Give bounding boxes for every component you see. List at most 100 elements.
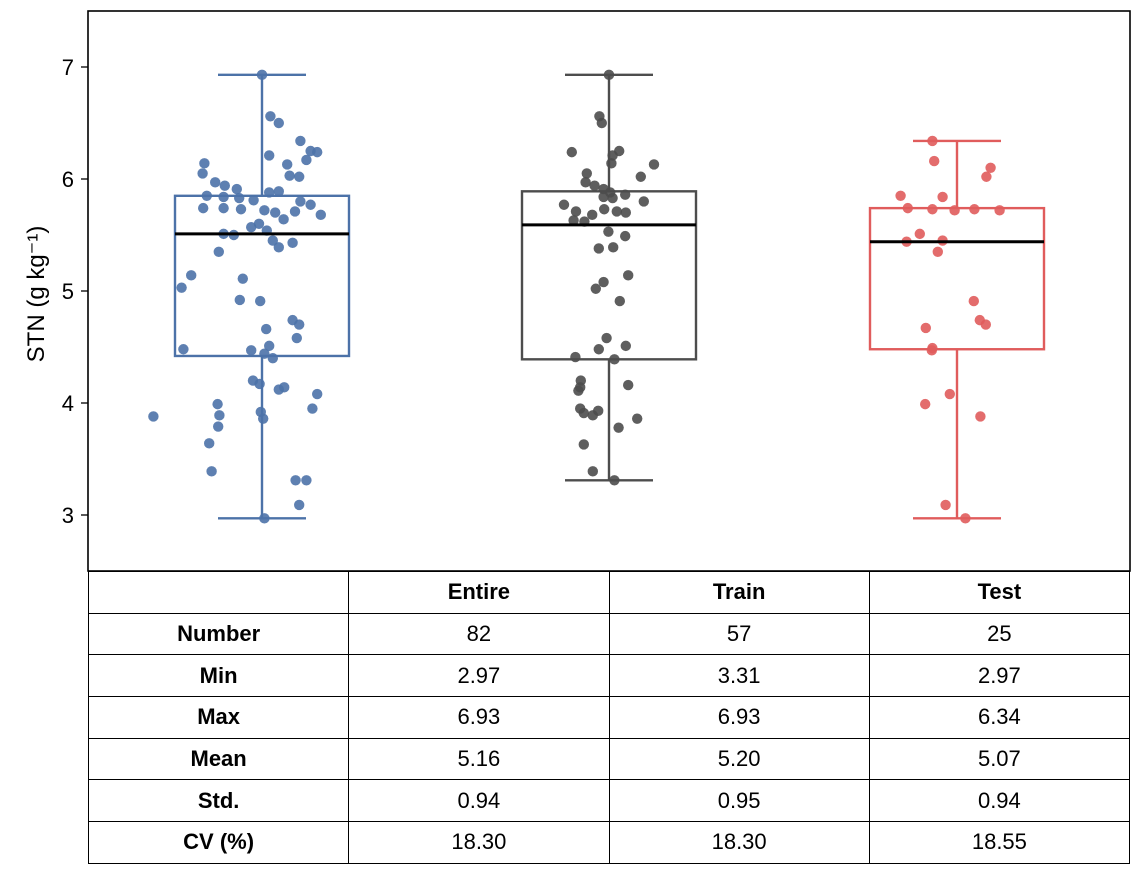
data-point — [635, 171, 646, 182]
table-corner — [87, 571, 350, 614]
data-point — [294, 319, 305, 330]
table-cell: 82 — [348, 612, 610, 656]
data-point — [613, 422, 624, 433]
data-point — [589, 180, 600, 191]
data-point — [258, 413, 269, 424]
data-point — [920, 398, 931, 410]
statistics-table: Entire Train Test Number 82 57 25 Min 2.97 3.3… — [87, 571, 1131, 864]
data-point — [246, 221, 257, 233]
data-point — [198, 202, 209, 214]
data-point — [201, 190, 212, 201]
data-point — [568, 215, 579, 226]
data-point — [937, 191, 948, 203]
data-point — [301, 154, 312, 166]
data-point — [267, 353, 278, 364]
data-point — [620, 340, 631, 352]
data-point — [940, 499, 951, 511]
data-point — [315, 209, 326, 221]
table-cell: 0.94 — [348, 779, 610, 823]
data-point — [581, 168, 592, 179]
data-point — [254, 378, 265, 390]
data-point — [620, 189, 631, 200]
data-point — [234, 192, 245, 204]
data-point — [218, 191, 229, 203]
data-point — [218, 202, 229, 214]
data-point — [213, 246, 224, 257]
data-point — [558, 199, 570, 210]
table-cell: 18.55 — [868, 821, 1131, 864]
table-cell: 2.97 — [348, 654, 610, 698]
data-point — [570, 206, 582, 217]
data-point — [312, 388, 323, 400]
data-point — [259, 205, 270, 216]
data-point — [566, 146, 577, 158]
row-label: Std. — [87, 779, 350, 823]
data-point — [204, 438, 215, 449]
data-point — [606, 158, 617, 169]
data-point — [237, 273, 248, 284]
data-point — [968, 295, 979, 307]
data-point — [623, 379, 634, 391]
table-cell: 0.95 — [608, 779, 870, 823]
data-point — [253, 218, 265, 229]
data-point — [197, 168, 208, 179]
data-point — [219, 180, 230, 191]
table-cell: 5.07 — [868, 737, 1131, 781]
data-point — [980, 319, 991, 330]
data-point — [944, 388, 955, 400]
data-point — [927, 204, 938, 215]
data-point — [623, 270, 634, 281]
y-tick-label: 7 — [62, 55, 74, 80]
data-point — [186, 270, 197, 281]
data-point — [587, 410, 598, 421]
table-cell: 3.31 — [608, 654, 870, 698]
data-point — [294, 499, 305, 511]
data-point — [614, 295, 625, 307]
table-row: Max 6.93 6.93 6.34 — [87, 696, 1131, 739]
data-point — [273, 186, 284, 197]
data-point — [587, 209, 598, 221]
table-row: Mean 5.16 5.20 5.07 — [87, 737, 1131, 781]
data-point — [914, 228, 925, 240]
data-point — [607, 192, 618, 204]
data-point — [248, 195, 259, 206]
data-point — [608, 242, 619, 253]
data-point — [632, 413, 643, 424]
data-point — [273, 117, 284, 129]
column-header-train: Train — [608, 571, 870, 614]
y-axis-label: STN (g kg⁻¹) — [23, 226, 50, 363]
table-row: Min 2.97 3.31 2.97 — [87, 654, 1131, 698]
data-point — [178, 344, 189, 355]
data-point — [601, 332, 612, 344]
row-label: Min — [87, 654, 350, 698]
data-point — [895, 190, 906, 201]
data-point — [603, 69, 615, 81]
row-label: Mean — [87, 737, 350, 781]
data-point — [199, 158, 210, 169]
data-point — [273, 242, 284, 253]
data-point — [611, 206, 622, 217]
data-point — [598, 191, 609, 203]
table-cell: 18.30 — [348, 821, 610, 864]
table-cell: 6.34 — [868, 696, 1131, 739]
data-point — [259, 348, 270, 359]
row-label: Number — [87, 612, 350, 656]
data-point — [578, 439, 589, 450]
table-cell: 2.97 — [868, 654, 1131, 698]
data-point — [206, 466, 217, 477]
data-point — [213, 421, 224, 432]
data-point — [212, 398, 223, 410]
data-point — [210, 177, 221, 188]
y-tick-label: 5 — [62, 279, 74, 304]
data-point — [994, 205, 1005, 216]
row-label: CV (%) — [87, 821, 350, 864]
table-cell: 5.20 — [608, 737, 870, 781]
data-point — [282, 159, 293, 170]
table-cell: 6.93 — [608, 696, 870, 739]
y-tick-label: 3 — [62, 503, 74, 528]
table-cell: 6.93 — [348, 696, 610, 739]
data-point — [609, 354, 620, 365]
data-point — [603, 226, 614, 237]
data-point — [261, 323, 272, 335]
